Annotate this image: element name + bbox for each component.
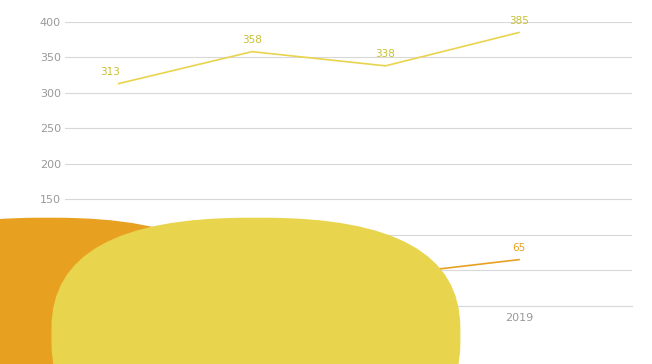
Text: 43: 43 [370,258,384,268]
Text: 385: 385 [509,16,529,25]
Text: 313: 313 [100,67,120,77]
Text: 65: 65 [512,243,526,253]
Text: 358: 358 [242,35,262,45]
Text: less serious: less serious [272,331,337,341]
Text: 338: 338 [376,49,396,59]
Text: 62: 62 [104,245,117,255]
Text: serious or very serious: serious or very serious [63,331,190,341]
Text: 43: 43 [245,258,259,268]
